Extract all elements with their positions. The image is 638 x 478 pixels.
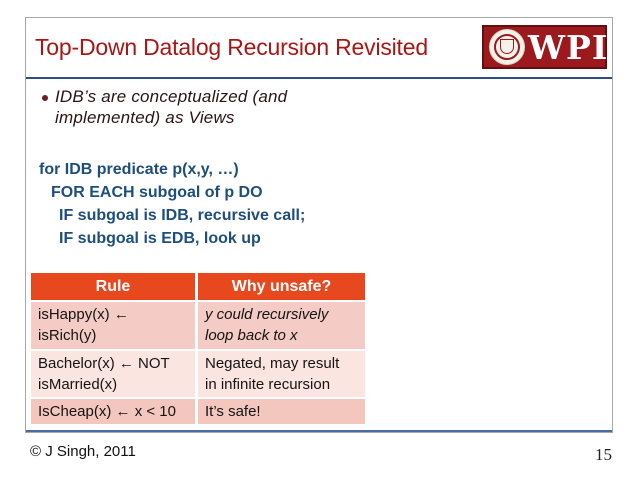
- table-cell-why-1: y could recursively loop back to x: [198, 302, 365, 349]
- wpi-seal-shield: [500, 39, 514, 54]
- wpi-logo-text: WPI: [528, 28, 609, 67]
- code-line-foreach: FOR EACH subgoal of p DO: [51, 184, 263, 201]
- wpi-logo: WPI: [482, 25, 607, 69]
- wpi-seal-icon: [489, 29, 525, 65]
- cell-line: isRich(y): [38, 327, 97, 344]
- slide-title: Top-Down Datalog Recursion Revisited: [35, 34, 428, 60]
- wpi-seal-ring: [494, 34, 520, 60]
- bullet-text: IDB’s are conceptualized (and implemente…: [55, 86, 287, 128]
- cell-line: Negated, may result: [205, 355, 340, 372]
- bullet-icon: [42, 95, 48, 101]
- bullet-line-1: IDB’s are conceptualized (and: [55, 87, 288, 106]
- slide-frame: Top-Down Datalog Recursion Revisited WPI…: [25, 17, 613, 433]
- table-header-why: Why unsafe?: [198, 273, 365, 300]
- table-cell-rule-3: IsCheap(x) ← x < 10: [31, 399, 195, 424]
- bullet-item: IDB’s are conceptualized (and implemente…: [42, 86, 287, 128]
- table-cell-why-3: It’s safe!: [198, 399, 365, 424]
- copyright: © J Singh, 2011: [30, 443, 136, 460]
- code-line-for: for IDB predicate p(x,y, …): [39, 161, 239, 178]
- bullet-line-2: implemented) as Views: [55, 108, 235, 127]
- table-cell-rule-1: isHappy(x) ← isRich(y): [31, 302, 195, 349]
- cell-line: isMarried(x): [38, 376, 118, 393]
- cell-line: loop back to x: [205, 327, 298, 344]
- table-cell-why-2: Negated, may result in infinite recursio…: [198, 351, 365, 397]
- cell-line: isHappy(x) ←: [38, 306, 129, 323]
- cell-line: y could recursively: [205, 306, 329, 323]
- pseudocode-block: for IDB predicate p(x,y, …) FOR EACH sub…: [26, 158, 305, 250]
- cell-line: IsCheap(x) ← x < 10: [38, 403, 176, 420]
- table-cell-rule-2: Bachelor(x) ← NOT isMarried(x): [31, 351, 195, 397]
- rules-table: Rule Why unsafe? isHappy(x) ← isRich(y) …: [31, 273, 365, 424]
- title-divider: [26, 77, 612, 79]
- bottom-divider: [26, 430, 612, 432]
- code-line-if-edb: IF subgoal is EDB, look up: [59, 230, 261, 247]
- cell-line: Bachelor(x) ← NOT: [38, 355, 170, 372]
- cell-line: It’s safe!: [205, 403, 261, 420]
- cell-line: in infinite recursion: [205, 376, 331, 393]
- table-header-rule: Rule: [31, 273, 195, 300]
- code-line-if-idb: IF subgoal is IDB, recursive call;: [59, 207, 306, 224]
- page-number: 15: [595, 445, 612, 464]
